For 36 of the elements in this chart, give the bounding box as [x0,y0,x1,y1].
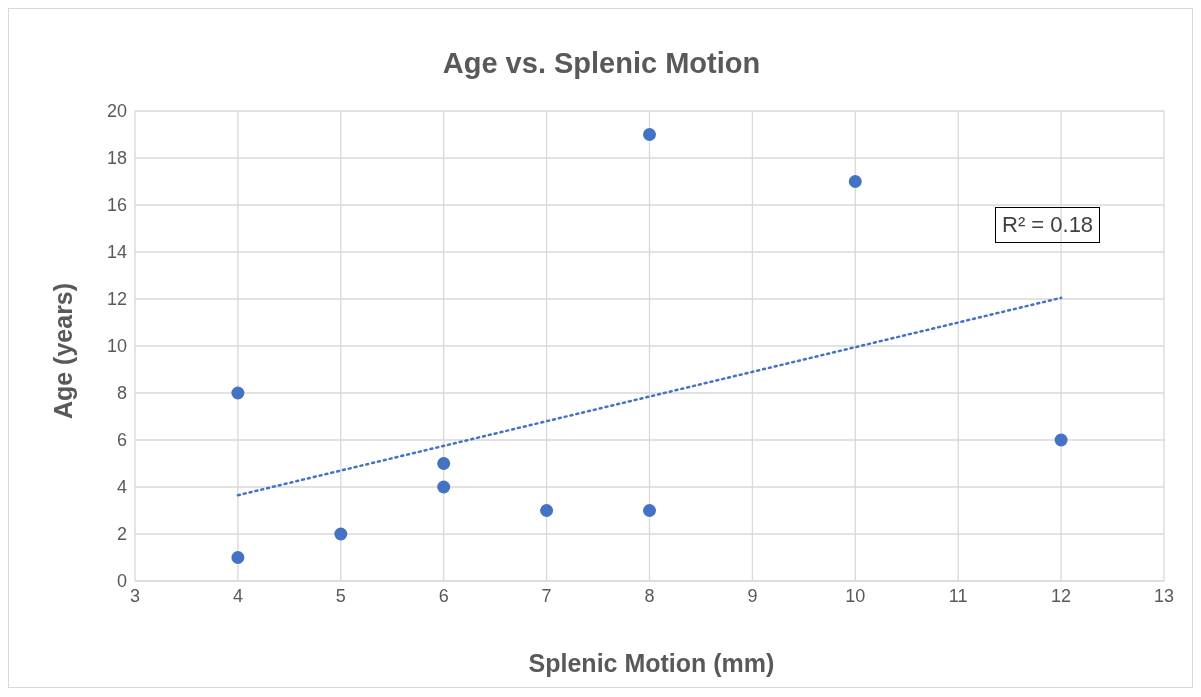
point [1054,433,1068,447]
y-tick-label: 14 [106,242,127,263]
y-tick-label: 4 [116,477,127,498]
y-tick-label: 16 [106,195,127,216]
chart-title: Age vs. Splenic Motion [441,47,762,80]
x-tick-label: 8 [644,585,655,606]
y-tick-label: 6 [116,430,127,451]
point [848,175,862,188]
y-tick-label: 20 [106,101,127,122]
point [334,527,348,541]
x-tick-label: 4 [232,585,243,606]
y-tick-label: 0 [116,571,127,592]
x-tick-label: 10 [845,585,866,606]
y-tick-label: 12 [106,289,127,310]
y-tick-label: 2 [116,524,127,545]
y-tick-label: 8 [116,383,127,404]
point [437,480,451,494]
annotation: R² = 0.18 [995,207,1101,243]
x-tick-label: 5 [335,585,346,606]
x-tick-label: 13 [1153,585,1175,606]
point [643,128,656,141]
x-tick-label: 6 [438,585,449,606]
x-tick-label: 12 [1051,585,1072,606]
y-axis-title: Age (years) [48,282,78,420]
point [643,504,656,517]
x-tick-label: 3 [129,585,141,606]
x-tick-label: 9 [747,585,758,606]
x-axis-title: Splenic Motion (mm) [527,649,776,678]
point [231,386,245,400]
point [540,504,554,517]
point [437,457,451,470]
y-tick-label: 10 [106,336,127,357]
y-tick-label: 18 [106,148,127,169]
x-tick-label: 7 [541,585,552,606]
x-tick-label: 11 [948,585,968,606]
point [231,551,245,564]
